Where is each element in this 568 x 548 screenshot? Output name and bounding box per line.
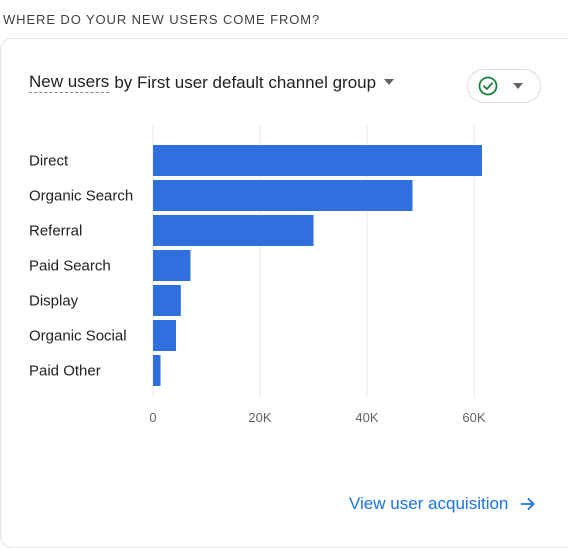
category-label: Paid Search (29, 258, 111, 275)
bar-paid-search[interactable] (153, 250, 191, 281)
bar-direct[interactable] (153, 145, 483, 176)
chevron-down-icon (513, 83, 523, 89)
bar-paid-other[interactable] (153, 355, 161, 386)
x-tick-label: 60K (462, 410, 485, 425)
category-label: Organic Search (29, 188, 133, 205)
section-title: WHERE DO YOUR NEW USERS COME FROM? (3, 12, 321, 27)
category-label: Display (29, 293, 79, 310)
x-tick-label: 40K (355, 410, 378, 425)
bar-organic-social[interactable] (153, 320, 177, 351)
channel-bar-chart: 0 20K 40K 60K Direct Organic Search Referral Pa… (29, 124, 486, 425)
bar-referral[interactable] (153, 215, 314, 246)
metric-label[interactable]: New users (29, 72, 110, 93)
metric-dimension-selector[interactable]: New users by First user default channel … (29, 72, 395, 93)
view-user-acquisition-link[interactable]: View user acquisition (349, 494, 536, 514)
category-label: Referral (29, 223, 82, 240)
bar-display[interactable] (153, 285, 181, 316)
view-user-acquisition-label[interactable]: View user acquisition (349, 494, 509, 513)
arrow-right-icon (520, 498, 535, 510)
x-tick-label: 0 (149, 410, 156, 425)
category-label: Paid Other (29, 363, 101, 380)
comparison-button[interactable] (467, 69, 541, 103)
dimension-label[interactable]: by First user default channel group (114, 72, 377, 92)
bar-organic-search[interactable] (153, 180, 413, 211)
category-label: Direct (29, 153, 69, 170)
dropdown-caret-icon[interactable] (384, 78, 395, 85)
category-label: Organic Social (29, 328, 127, 345)
check-circle-icon (478, 76, 498, 96)
x-tick-label: 20K (248, 410, 271, 425)
